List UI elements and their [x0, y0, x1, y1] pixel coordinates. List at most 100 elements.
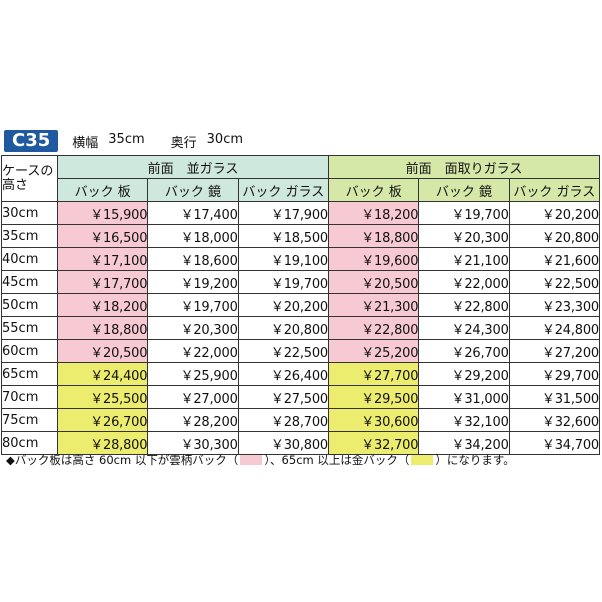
- price-table: ケースの 高さ 前面 並ガラス 前面 面取りガラス バック 板 バック 鏡 バッ…: [1, 155, 601, 455]
- price-cell: ￥17,400: [147, 201, 239, 225]
- price-cell: ￥15,900: [56, 201, 149, 225]
- price-table-body: 30cm ￥15,900 ￥17,400 ￥17,900 ￥18,200 ￥19,700 ￥…: [1, 201, 601, 455]
- price-cell: ￥19,700: [418, 201, 510, 225]
- price-cell: ￥26,700: [56, 408, 149, 432]
- price-cell: ￥25,500: [56, 385, 149, 409]
- price-cell: ￥34,200: [418, 431, 510, 455]
- case-height-cell: 70cm: [1, 385, 58, 409]
- price-cell: ￥28,800: [56, 431, 149, 455]
- subheader: バック 板: [327, 178, 420, 202]
- price-cell: ￥20,500: [56, 339, 149, 363]
- table-row: 45cm ￥17,700 ￥19,200 ￥19,700 ￥20,500 ￥22,000 ￥…: [1, 270, 601, 294]
- case-height-cell: 55cm: [1, 316, 58, 340]
- price-cell: ￥31,500: [508, 385, 601, 409]
- note-text-2: ）、65cm 以上は金バック（: [264, 453, 410, 467]
- price-cell: ￥17,100: [56, 247, 149, 271]
- price-cell: ￥20,200: [508, 201, 601, 225]
- note-text-1: ◆バック板は高さ 60cm 以下が雲柄バック（: [6, 453, 239, 467]
- price-cell: ￥18,500: [237, 224, 329, 248]
- subheader: バック ガラス: [237, 178, 329, 202]
- width-value: 35cm: [108, 131, 145, 147]
- product-header: C35 横幅 35cm 奥行 30cm: [4, 130, 243, 152]
- gold-back-swatch: [411, 455, 434, 465]
- depth-value: 30cm: [206, 131, 244, 147]
- case-height-cell: 45cm: [1, 270, 58, 294]
- product-code-badge: C35: [4, 130, 59, 152]
- price-cell: ￥29,500: [327, 385, 420, 409]
- case-height-cell: 60cm: [1, 339, 58, 363]
- price-cell: ￥27,500: [237, 385, 329, 409]
- price-cell: ￥26,700: [418, 339, 510, 363]
- table-row: 55cm ￥18,800 ￥20,300 ￥20,800 ￥22,800 ￥24,300 ￥…: [1, 316, 601, 340]
- price-cell: ￥26,400: [237, 362, 329, 386]
- price-cell: ￥16,500: [56, 224, 149, 248]
- price-cell: ￥18,800: [327, 224, 420, 248]
- price-cell: ￥22,000: [147, 339, 239, 363]
- price-cell: ￥28,200: [147, 408, 239, 432]
- price-cell: ￥24,800: [508, 316, 601, 340]
- note-text-3: ）になります。: [435, 453, 515, 467]
- price-cell: ￥21,600: [508, 247, 601, 271]
- price-cell: ￥25,200: [327, 339, 420, 363]
- case-height-header: ケースの 高さ: [1, 155, 58, 202]
- back-panel-note: ◆バック板は高さ 60cm 以下が雲柄バック（ ）、65cm 以上は金バック（ …: [6, 452, 515, 468]
- price-cell: ￥19,100: [237, 247, 329, 271]
- corner-line-1: ケースの: [2, 163, 54, 179]
- price-cell: ￥22,800: [327, 316, 420, 340]
- table-row: 35cm ￥16,500 ￥18,000 ￥18,500 ￥18,800 ￥20,300 ￥…: [1, 224, 601, 248]
- table-row: 50cm ￥18,200 ￥19,700 ￥20,200 ￥21,300 ￥22,800 ￥…: [1, 293, 601, 317]
- price-cell: ￥32,700: [327, 431, 420, 455]
- price-cell: ￥24,300: [418, 316, 510, 340]
- price-cell: ￥19,700: [237, 270, 329, 294]
- price-cell: ￥20,300: [147, 316, 239, 340]
- table-row: 75cm ￥26,700 ￥28,200 ￥28,700 ￥30,600 ￥32,100 ￥…: [1, 408, 601, 432]
- subheader: バック ガラス: [508, 178, 601, 202]
- price-cell: ￥21,300: [327, 293, 420, 317]
- price-cell: ￥32,600: [508, 408, 601, 432]
- price-cell: ￥18,200: [56, 293, 149, 317]
- price-cell: ￥17,700: [56, 270, 149, 294]
- table-row: 60cm ￥20,500 ￥22,000 ￥22,500 ￥25,200 ￥26,700 ￥…: [1, 339, 601, 363]
- table-row: 80cm ￥28,800 ￥30,300 ￥30,800 ￥32,700 ￥34,200 ￥…: [1, 431, 601, 455]
- group-header-beveled-glass: 前面 面取りガラス: [327, 155, 601, 179]
- dimensions: 横幅 35cm 奥行 30cm: [72, 132, 243, 151]
- price-cell: ￥22,000: [418, 270, 510, 294]
- price-cell: ￥21,100: [418, 247, 510, 271]
- price-cell: ￥22,800: [418, 293, 510, 317]
- price-cell: ￥20,500: [327, 270, 420, 294]
- price-cell: ￥31,000: [418, 385, 510, 409]
- price-cell: ￥23,300: [508, 293, 601, 317]
- table-row: 65cm ￥24,400 ￥25,900 ￥26,400 ￥27,700 ￥29,200 ￥…: [1, 362, 601, 386]
- price-cell: ￥30,600: [327, 408, 420, 432]
- price-cell: ￥19,200: [147, 270, 239, 294]
- cloud-back-swatch: [240, 455, 263, 465]
- case-height-cell: 50cm: [1, 293, 58, 317]
- price-cell: ￥29,200: [418, 362, 510, 386]
- price-cell: ￥19,700: [147, 293, 239, 317]
- case-height-cell: 30cm: [1, 201, 58, 225]
- price-cell: ￥27,000: [147, 385, 239, 409]
- price-cell: ￥18,600: [147, 247, 239, 271]
- price-cell: ￥20,800: [237, 316, 329, 340]
- subheader: バック 板: [56, 178, 149, 202]
- price-cell: ￥28,700: [237, 408, 329, 432]
- price-cell: ￥22,500: [237, 339, 329, 363]
- price-cell: ￥20,200: [237, 293, 329, 317]
- price-cell: ￥20,300: [418, 224, 510, 248]
- case-height-cell: 35cm: [1, 224, 58, 248]
- price-cell: ￥20,800: [508, 224, 601, 248]
- price-cell: ￥18,200: [327, 201, 420, 225]
- price-cell: ￥22,500: [508, 270, 601, 294]
- price-cell: ￥30,300: [147, 431, 239, 455]
- price-cell: ￥18,800: [56, 316, 149, 340]
- price-cell: ￥27,200: [508, 339, 601, 363]
- price-cell: ￥34,700: [508, 431, 601, 455]
- price-cell: ￥25,900: [147, 362, 239, 386]
- price-cell: ￥18,000: [147, 224, 239, 248]
- width-label: 横幅: [72, 135, 99, 151]
- group-header-flat-glass: 前面 並ガラス: [57, 155, 329, 179]
- case-height-cell: 40cm: [1, 247, 58, 271]
- table-row: 30cm ￥15,900 ￥17,400 ￥17,900 ￥18,200 ￥19,700 ￥…: [1, 201, 601, 225]
- price-cell: ￥19,600: [327, 247, 420, 271]
- case-height-cell: 80cm: [1, 431, 58, 455]
